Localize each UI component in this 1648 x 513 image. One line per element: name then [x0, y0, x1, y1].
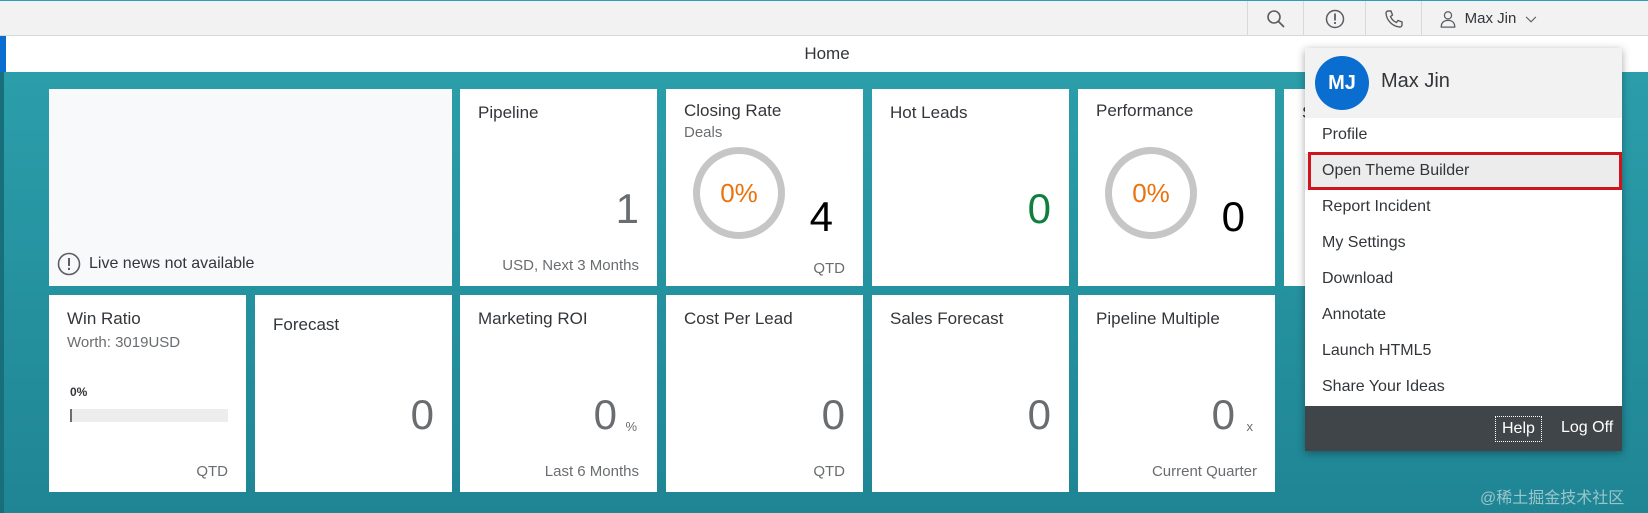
radial-chart-value: 0%: [720, 177, 758, 208]
shell-header: Max Jin: [0, 0, 1648, 36]
progress-label: 0%: [70, 385, 88, 399]
menu-item-open-theme-builder[interactable]: Open Theme Builder: [1305, 154, 1622, 190]
tile-pipeline[interactable]: Pipeline 1 USD, Next 3 Months: [460, 89, 657, 286]
phone-button[interactable]: [1365, 1, 1421, 36]
tile-footer: QTD: [196, 463, 228, 480]
menu-item-my-settings[interactable]: My Settings: [1322, 234, 1406, 251]
tile-value: 0: [1221, 193, 1245, 240]
search-button[interactable]: [1247, 1, 1303, 36]
menu-item-report-incident[interactable]: Report Incident: [1322, 198, 1431, 215]
menu-item-launch-html5[interactable]: Launch HTML5: [1322, 342, 1432, 359]
tile-performance[interactable]: Performance 0% 0: [1078, 89, 1275, 286]
tile-forecast[interactable]: Forecast 0: [255, 295, 452, 492]
tile-value: 0: [410, 391, 434, 438]
menu-item-profile[interactable]: Profile: [1322, 126, 1368, 143]
user-menu-name: Max Jin: [1381, 70, 1450, 92]
person-icon: [1440, 10, 1456, 28]
tile-value: 0: [821, 391, 845, 438]
chevron-down-icon: [1526, 16, 1537, 23]
watermark: @稀土掘金技术社区: [1480, 490, 1625, 507]
tile-marketing-roi[interactable]: Marketing ROI 0 % Last 6 Months: [460, 295, 657, 492]
tile-footer: QTD: [813, 463, 845, 480]
tile-unit: x: [1246, 419, 1254, 434]
tile-title: Performance: [1096, 101, 1194, 120]
help-button[interactable]: Help: [1495, 416, 1542, 442]
tile-subtitle: Worth: 3019USD: [67, 334, 181, 351]
user-menu-button[interactable]: Max Jin: [1421, 1, 1555, 36]
page-title: Home: [804, 44, 850, 63]
tile-title: Sales Forecast: [890, 309, 1004, 328]
user-menu-footer: Help Log Off: [1305, 406, 1622, 451]
tile-win-ratio[interactable]: Win Ratio Worth: 3019USD 0% QTD: [49, 295, 246, 492]
tile-cost-per-lead[interactable]: Cost Per Lead 0 QTD: [666, 295, 863, 492]
tile-value: 1: [615, 185, 639, 232]
user-menu-header: MJ Max Jin: [1305, 48, 1622, 118]
tile-value: 0: [1211, 391, 1235, 438]
tile-footer: Last 6 Months: [544, 463, 639, 480]
radial-chart: 0%: [1105, 147, 1197, 239]
tile-footer: USD, Next 3 Months: [502, 257, 639, 274]
user-menu-popover: MJ Max Jin Profile Open Theme Builder Re…: [1305, 48, 1622, 451]
avatar: MJ: [1315, 56, 1369, 110]
tile-value: 0: [1027, 185, 1051, 232]
log-off-button[interactable]: Log Off: [1561, 419, 1614, 436]
search-icon: [1266, 9, 1285, 28]
tile-title: Forecast: [273, 315, 340, 334]
tile-title: Pipeline: [478, 103, 539, 122]
menu-item-annotate[interactable]: Annotate: [1322, 306, 1387, 323]
notifications-button[interactable]: [1303, 1, 1365, 36]
news-tile[interactable]: Live news not available: [49, 89, 452, 286]
radial-chart: 0%: [693, 147, 785, 239]
tile-closing-rate[interactable]: Closing Rate Deals 0% 4 QTD: [666, 89, 863, 286]
alert-icon: [57, 252, 81, 276]
tile-title: Hot Leads: [890, 103, 968, 122]
progress-bar: [70, 409, 228, 422]
phone-icon: [1384, 9, 1403, 28]
tile-title: Win Ratio: [67, 309, 141, 328]
menu-item-share-your-ideas[interactable]: Share Your Ideas: [1322, 378, 1445, 395]
alert-icon: [1325, 9, 1344, 28]
user-name-label: Max Jin: [1464, 10, 1517, 27]
tile-title: Pipeline Multiple: [1096, 309, 1220, 328]
tile-hot-leads[interactable]: Hot Leads 0: [872, 89, 1069, 286]
left-edge: [0, 72, 4, 513]
tile-footer: QTD: [813, 260, 845, 277]
tile-title: Closing Rate: [684, 101, 782, 120]
tile-value: 4: [809, 193, 833, 240]
tile-unit: %: [625, 419, 637, 434]
tile-value: 0: [593, 391, 617, 438]
news-message-text: Live news not available: [89, 255, 255, 272]
tile-value: 0: [1027, 391, 1051, 438]
menu-item-download[interactable]: Download: [1322, 270, 1394, 287]
news-message: Live news not available: [57, 252, 254, 276]
tile-pipeline-multiple[interactable]: Pipeline Multiple 0 x Current Quarter: [1078, 295, 1275, 492]
radial-chart-value: 0%: [1132, 177, 1170, 208]
tile-footer: Current Quarter: [1151, 463, 1257, 480]
tile-sales-forecast[interactable]: Sales Forecast 0: [872, 295, 1069, 492]
tile-title: Cost Per Lead: [684, 309, 793, 328]
tile-title: Marketing ROI: [478, 309, 588, 328]
tile-subtitle: Deals: [684, 124, 723, 141]
